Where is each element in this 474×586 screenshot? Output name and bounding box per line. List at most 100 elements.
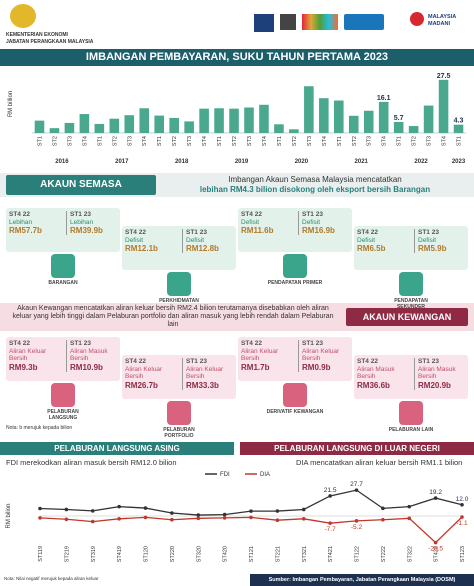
dia-text: DIA mencatatkan aliran keluar bersih RM1…	[296, 458, 463, 467]
amount: RM12.8b	[186, 244, 219, 253]
point	[460, 515, 464, 519]
x-tick-label: ST3	[427, 136, 433, 146]
amount: RM12.1b	[125, 244, 158, 253]
line	[39, 516, 463, 544]
icon	[51, 254, 75, 278]
period: ST4 22	[357, 229, 378, 236]
legend-label: DIA	[260, 472, 270, 478]
status: Aliran Keluar Bersih	[302, 347, 340, 363]
x-tick-label: ST2	[232, 136, 238, 146]
bar	[274, 124, 284, 133]
point	[249, 515, 253, 520]
status: Defisit	[125, 236, 144, 244]
period: ST4 22	[9, 211, 30, 218]
point	[460, 503, 464, 507]
bar	[169, 117, 179, 133]
point	[170, 517, 174, 522]
value-label: -5.2	[351, 524, 363, 531]
crest	[10, 4, 36, 28]
value-label: 12.0	[456, 496, 469, 503]
icon-label: PENDAPATAN PRIMER	[267, 280, 323, 286]
x-tick-label: ST1	[457, 136, 463, 146]
amount: RM1.7b	[241, 362, 270, 372]
period: ST1 23	[302, 340, 323, 347]
x-tick-label: ST2	[112, 136, 118, 146]
x-tick-label: ST2	[412, 136, 418, 146]
status: Aliran Masuk Bersih	[357, 365, 395, 381]
amount: RM36.6b	[357, 380, 390, 390]
footer-note: Nota: Nilai negatif merujuk kepada alira…	[4, 576, 99, 581]
x-tick-label: ST1	[97, 136, 103, 146]
bar	[259, 104, 269, 133]
amount: RM20.9b	[418, 380, 451, 390]
icon-label: PELABURAN LAIN	[388, 427, 434, 433]
fdi-heading: PELABURAN LANGSUNG ASING	[0, 442, 234, 455]
point	[90, 509, 95, 513]
x-tick-label: ST320	[196, 546, 202, 562]
period: ST1 23	[302, 211, 323, 218]
point	[143, 515, 148, 520]
period-column: ST4 22 Defisit RM11.6b	[241, 211, 295, 235]
bar	[453, 124, 464, 133]
period: ST1 23	[186, 358, 207, 365]
x-tick-label: ST422	[434, 546, 440, 562]
x-tick-label: ST319	[91, 546, 97, 562]
icon	[167, 401, 191, 425]
bar	[79, 114, 90, 133]
x-tick-label: ST4	[142, 136, 148, 146]
current-heading: AKAUN SEMASA	[6, 175, 156, 195]
status: Aliran Masuk Bersih	[70, 347, 108, 363]
point	[38, 506, 42, 511]
card: ST4 22 Lebihan RM57.7b ST1 23 Lebihan RM39.9b	[6, 208, 120, 252]
amount: RM26.7b	[125, 380, 158, 390]
bar	[64, 122, 75, 133]
period-column: ST1 23 Aliran Keluar Bersih RM33.3b	[182, 358, 240, 390]
x-tick-label: ST4	[82, 136, 88, 146]
card: ST4 22 Aliran Keluar Bersih RM9.3b ST1 23 Al…	[6, 337, 120, 381]
x-tick-label: ST2	[52, 136, 58, 146]
line-chart: RM bilion ST119 ST219 ST319 ST419 ST120 ST220 S…	[6, 472, 469, 562]
value-label: 19.2	[429, 489, 442, 496]
point	[117, 504, 121, 509]
x-tick-label: ST222	[381, 546, 387, 562]
bar	[334, 100, 344, 133]
x-tick-label: ST3	[367, 136, 373, 146]
point	[433, 540, 438, 545]
status: Aliran Keluar Bersih	[186, 365, 224, 381]
point	[301, 507, 306, 512]
point	[196, 516, 201, 521]
period-column: ST4 22 Aliran Keluar Bersih RM26.7b	[125, 358, 179, 390]
icon-label: DERIVATIF KEWANGAN	[266, 409, 324, 415]
status: Aliran Keluar Bersih	[9, 347, 47, 363]
status: Aliran Keluar Bersih	[241, 347, 279, 363]
x-tick-label: ST419	[117, 546, 123, 562]
status: Defisit	[186, 236, 205, 244]
x-tick-label: ST122	[355, 546, 361, 562]
icon	[51, 383, 75, 407]
x-tick-label: ST321	[302, 546, 308, 562]
value-label: 27.7	[350, 481, 363, 488]
card: ST4 22 Defisit RM6.5b ST1 23 Defisit RM5.9b	[354, 226, 468, 270]
brand: MALAYSIA MADANI	[428, 14, 457, 27]
period-column: ST4 22 Aliran Keluar Bersih RM1.7b	[241, 340, 295, 372]
bar	[34, 120, 45, 133]
department: JABATAN PERANGKAAN MALAYSIA	[6, 39, 94, 45]
amount: RM0.9b	[302, 362, 331, 372]
bar	[304, 86, 314, 133]
status: Defisit	[302, 218, 321, 226]
period-column: ST1 23 Defisit RM12.8b	[182, 229, 240, 253]
status: Lebihan	[70, 218, 94, 226]
year-label: 2022	[414, 159, 428, 165]
x-tick-label: ST1	[217, 136, 223, 146]
point	[275, 509, 280, 513]
value-label: 16.1	[377, 95, 391, 102]
bar	[363, 110, 374, 133]
point	[170, 511, 174, 515]
bar	[229, 108, 239, 133]
point	[249, 509, 253, 513]
card: ST4 22 Defisit RM11.6b ST1 23 Defisit RM16.9b	[238, 208, 352, 252]
x-tick-label: ST4	[382, 136, 388, 146]
bar	[94, 123, 105, 133]
madani-logo	[410, 12, 424, 26]
